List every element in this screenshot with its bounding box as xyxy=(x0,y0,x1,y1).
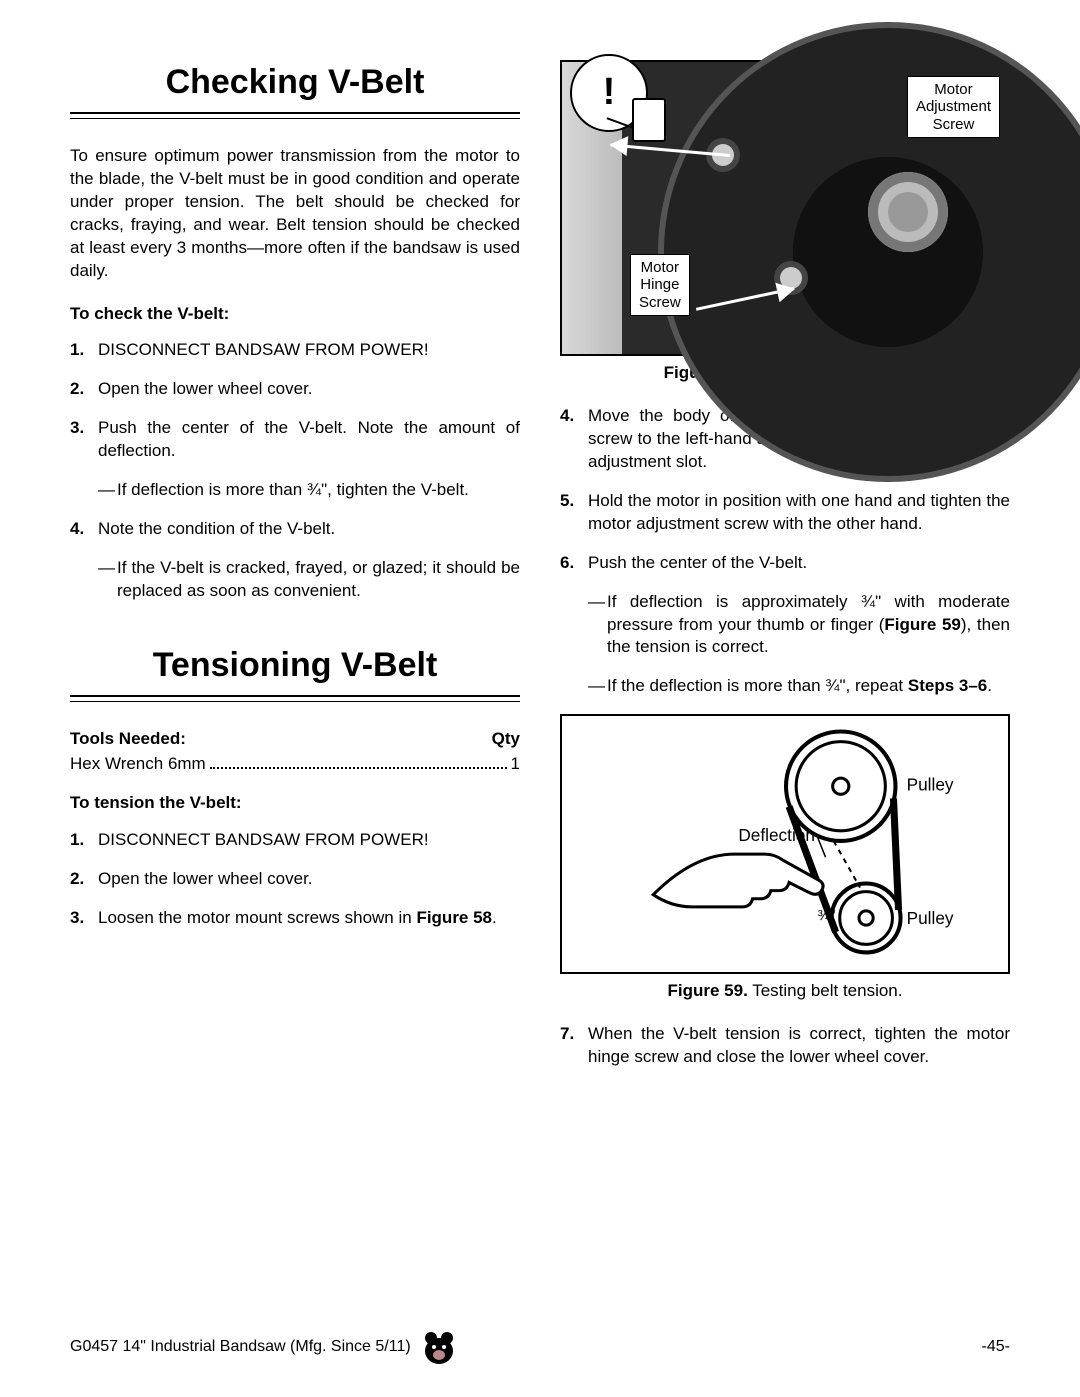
tools-label: Tools Needed: xyxy=(70,728,186,751)
rule xyxy=(70,112,520,119)
svg-text:Deflection: Deflection xyxy=(738,825,815,845)
step: 6.Push the center of the V-belt. xyxy=(560,552,1010,575)
step: 3.Loosen the motor mount screws shown in… xyxy=(70,907,520,930)
callout-adjustment: Motor Adjustment Screw xyxy=(907,76,1000,138)
step: 1.DISCONNECT BANDSAW FROM POWER! xyxy=(70,339,520,362)
step: 1.DISCONNECT BANDSAW FROM POWER! xyxy=(70,829,520,852)
callout-hinge: Motor Hinge Screw xyxy=(630,254,690,316)
right-column: ! Motor Adjustment Screw Motor Hinge Scr… xyxy=(560,60,1010,1085)
svg-text:Pulley: Pulley xyxy=(907,775,954,795)
intro-paragraph: To ensure optimum power transmission fro… xyxy=(70,145,520,283)
tool-name: Hex Wrench 6mm xyxy=(70,753,206,776)
bear-logo-icon xyxy=(419,1327,459,1367)
tools-qty-label: Qty xyxy=(492,728,520,751)
leader-dots xyxy=(210,753,507,768)
two-column-layout: Checking V-Belt To ensure optimum power … xyxy=(70,60,1010,1085)
tool-row: Hex Wrench 6mm 1 xyxy=(70,753,520,776)
step: 2.Open the lower wheel cover. xyxy=(70,378,520,401)
step: 2.Open the lower wheel cover. xyxy=(70,868,520,891)
step: 7.When the V-belt tension is correct, ti… xyxy=(560,1023,1010,1069)
step-text: Note the condition of the V-belt. xyxy=(98,518,520,541)
figure-59: Pulley Pulley Deflection ¾" xyxy=(560,714,1010,974)
step-text: When the V-belt tension is correct, tigh… xyxy=(588,1023,1010,1069)
figure-59-caption: Figure 59. Testing belt tension. xyxy=(560,980,1010,1003)
step-text: DISCONNECT BANDSAW FROM POWER! xyxy=(98,829,520,852)
svg-text:¾": ¾" xyxy=(817,907,835,924)
tool-qty: 1 xyxy=(511,753,520,776)
step: 4.Note the condition of the V-belt. xyxy=(70,518,520,541)
step-text: DISCONNECT BANDSAW FROM POWER! xyxy=(98,339,520,362)
tools-header: Tools Needed: Qty xyxy=(70,728,520,751)
page-number: -45- xyxy=(982,1336,1010,1358)
step-text: Hold the motor in position with one hand… xyxy=(588,490,1010,536)
footer-text: G0457 14" Industrial Bandsaw (Mfg. Since… xyxy=(70,1336,411,1358)
figure-58: ! Motor Adjustment Screw Motor Hinge Scr… xyxy=(560,60,1010,356)
rule xyxy=(70,695,520,702)
heading-checking: Checking V-Belt xyxy=(70,60,520,106)
unplug-icon xyxy=(632,98,666,142)
svg-text:Pulley: Pulley xyxy=(907,908,954,928)
check-steps: 1.DISCONNECT BANDSAW FROM POWER! 2.Open … xyxy=(70,339,520,463)
sub-note: If the V-belt is cracked, frayed, or gla… xyxy=(70,557,520,603)
left-column: Checking V-Belt To ensure optimum power … xyxy=(70,60,520,1085)
sub-note: If deflection is approximately ¾" with m… xyxy=(560,591,1010,660)
subhead-check: To check the V-belt: xyxy=(70,303,520,326)
step-text: Push the center of the V-belt. xyxy=(588,552,1010,575)
step-text: Loosen the motor mount screws shown in F… xyxy=(98,907,520,930)
step: 3.Push the center of the V-belt. Note th… xyxy=(70,417,520,463)
step: 5.Hold the motor in position with one ha… xyxy=(560,490,1010,536)
sub-note: If the deflection is more than ¾", repea… xyxy=(560,675,1010,698)
step-text: Open the lower wheel cover. xyxy=(98,868,520,891)
sub-note: If deflection is more than ¾", tighten t… xyxy=(70,479,520,502)
tension-steps-final: 7.When the V-belt tension is correct, ti… xyxy=(560,1023,1010,1069)
heading-tensioning: Tensioning V-Belt xyxy=(70,643,520,689)
check-steps-cont: 4.Note the condition of the V-belt. xyxy=(70,518,520,541)
step-text: Push the center of the V-belt. Note the … xyxy=(98,417,520,463)
subhead-tension: To tension the V-belt: xyxy=(70,792,520,815)
tension-steps: 1.DISCONNECT BANDSAW FROM POWER! 2.Open … xyxy=(70,829,520,930)
page-footer: G0457 14" Industrial Bandsaw (Mfg. Since… xyxy=(70,1327,1010,1367)
step-text: Open the lower wheel cover. xyxy=(98,378,520,401)
